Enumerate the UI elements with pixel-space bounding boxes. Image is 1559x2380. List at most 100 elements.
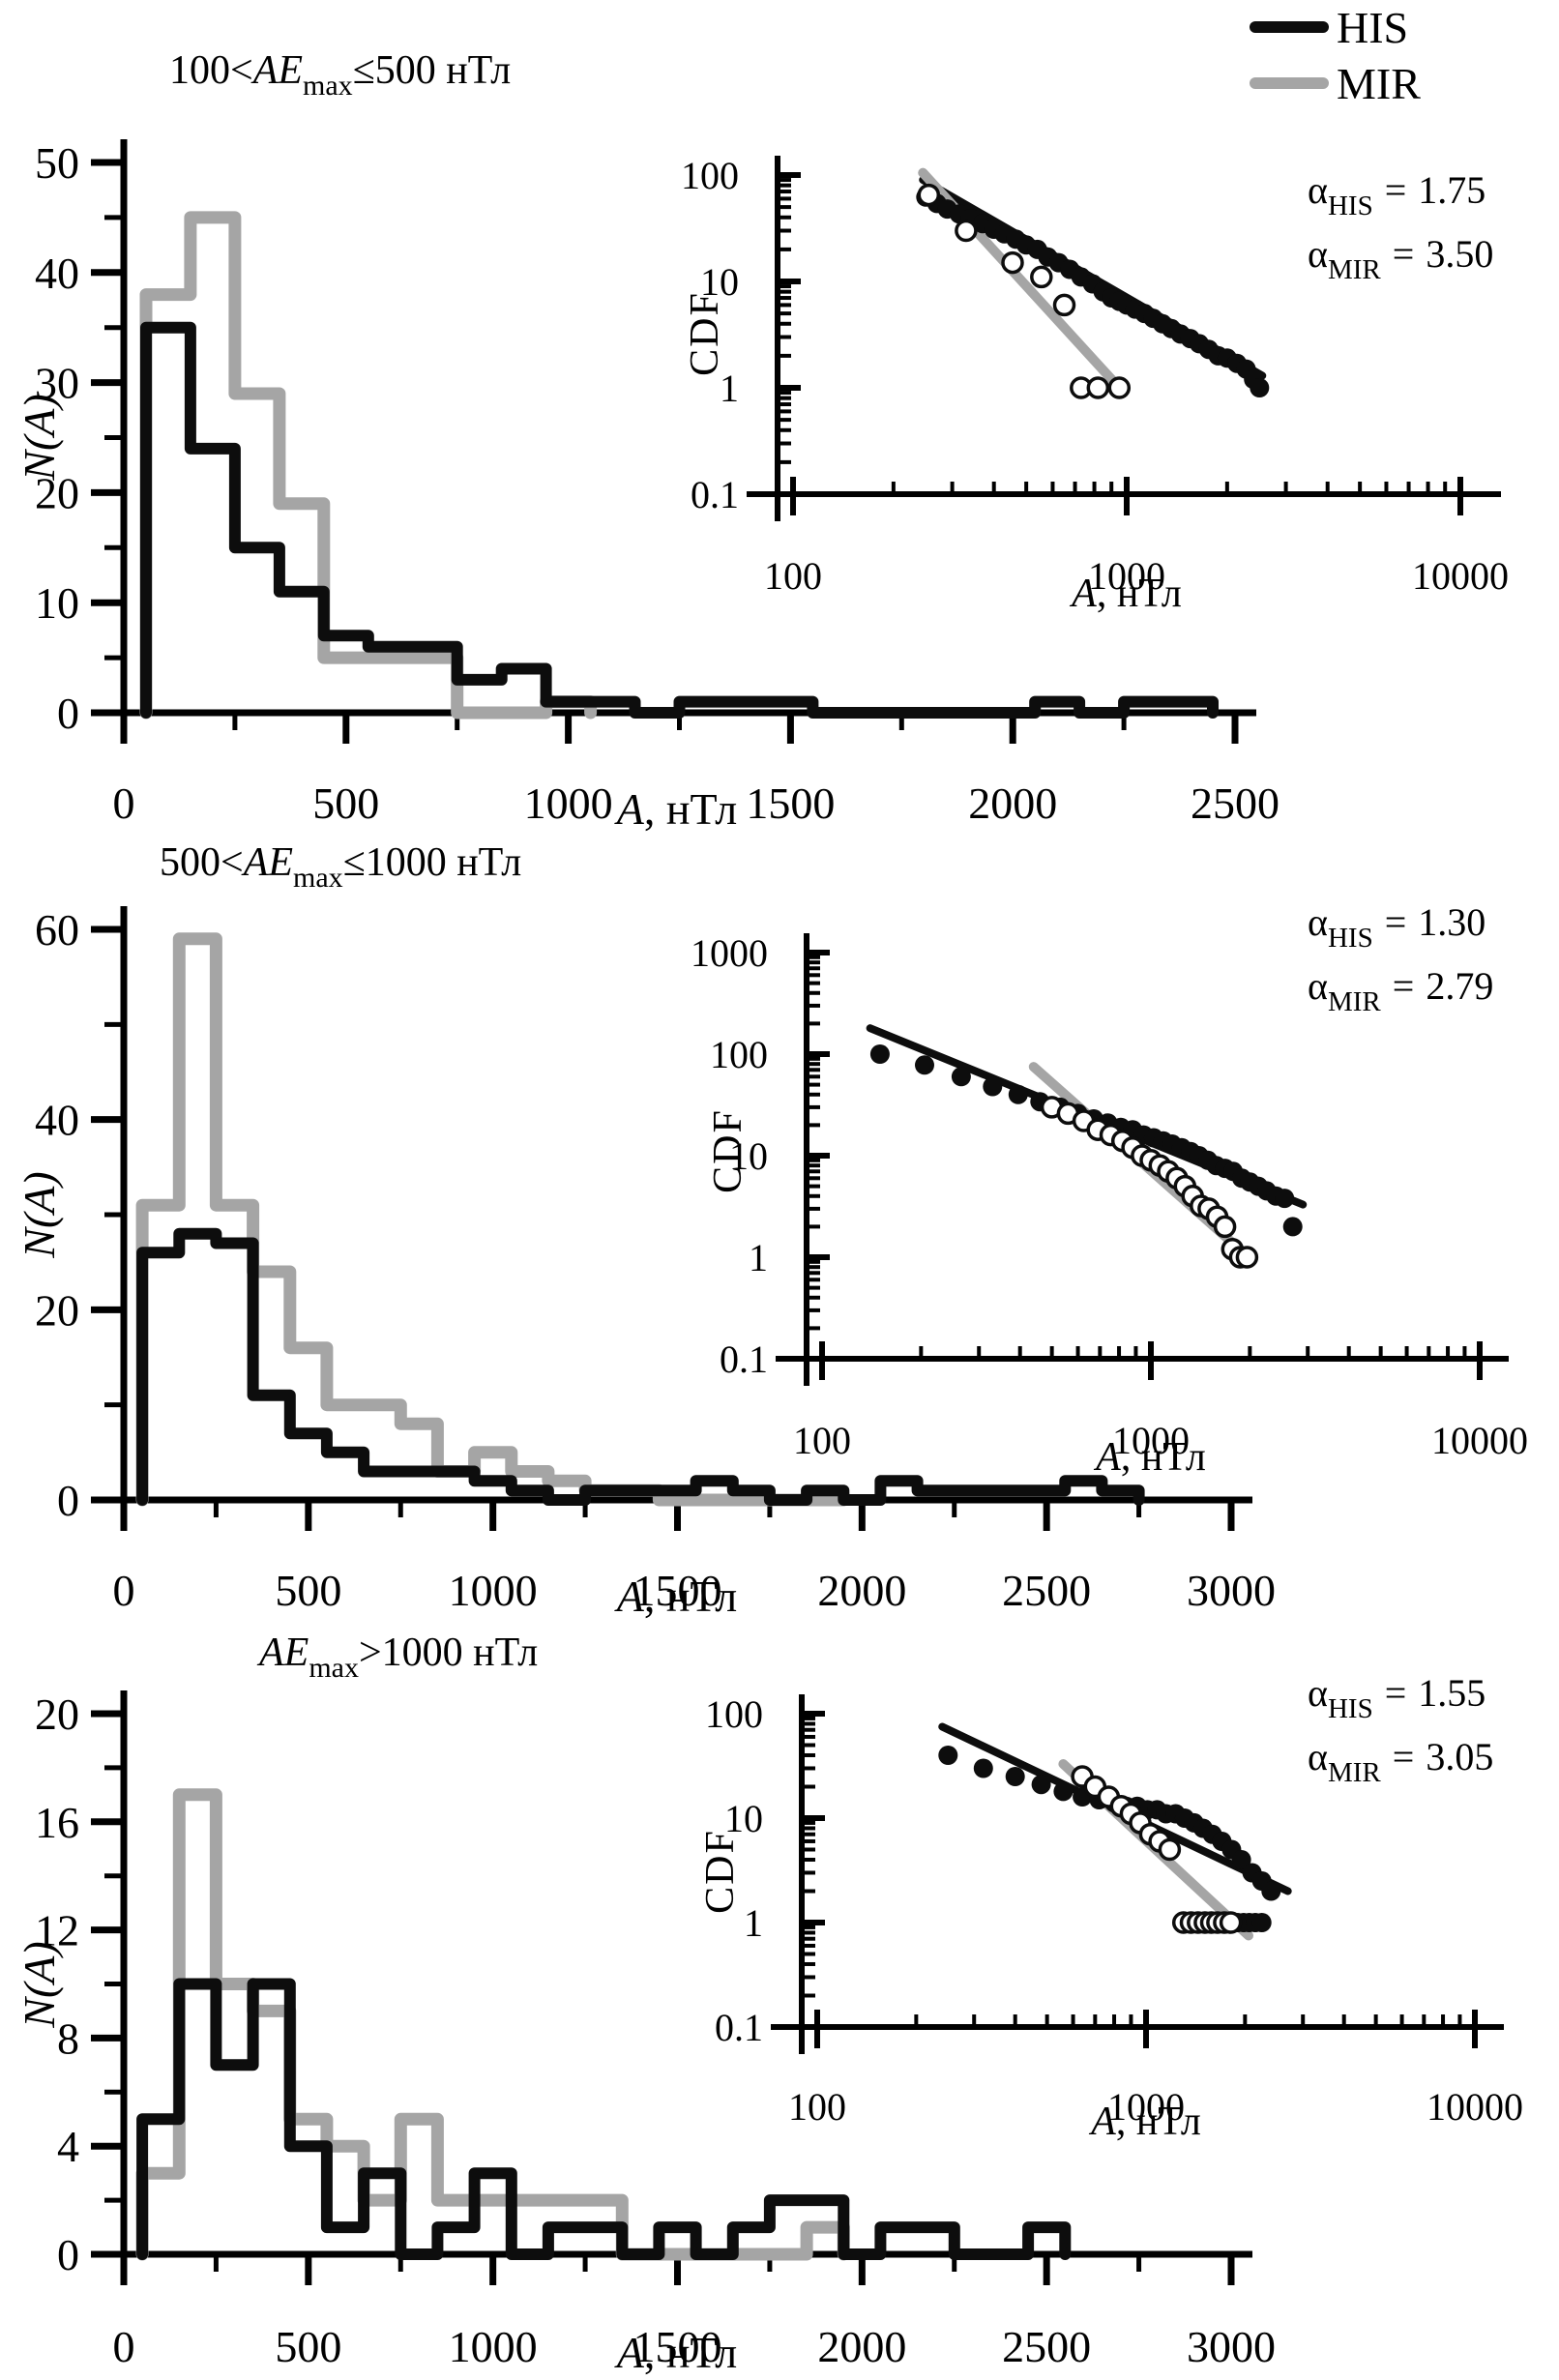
y-tick-label: 60 xyxy=(35,905,79,955)
inset-y-axis-label: CDF xyxy=(683,291,727,376)
main-axes: 0 20 40 60 0 500 1000 1500 2000 2500 3000 xyxy=(35,905,1276,1615)
inset-x-tick-label: 100 xyxy=(793,1419,851,1462)
y-tick-label: 8 xyxy=(57,2013,79,2063)
mir-data-point xyxy=(955,219,978,243)
legend-label: MIR xyxy=(1337,59,1421,108)
inset-axes: 0.1 1 10 100 1000 100 1000 10000 xyxy=(691,931,1528,1462)
his-data-point xyxy=(951,1067,971,1087)
alpha-his-annotation: αHIS = 1.55 xyxy=(1308,1671,1485,1724)
mir-data-point xyxy=(1213,1215,1237,1239)
his-data-point xyxy=(973,1758,993,1778)
inset-y-tick-label: 10 xyxy=(729,1134,768,1178)
inset-x-tick-label: 100 xyxy=(788,2085,846,2129)
y-tick-label: 12 xyxy=(35,1906,79,1955)
x-tick-label: 2000 xyxy=(817,2322,906,2371)
his-histogram xyxy=(136,1978,1072,2260)
hist-y-axis-label: N(A) xyxy=(15,394,64,481)
y-tick-label: 4 xyxy=(57,2122,79,2171)
y-tick-label: 30 xyxy=(35,359,79,408)
mir-scatter-points xyxy=(917,183,1132,399)
hist-x-axis-label: A, нТл xyxy=(614,784,738,834)
alpha-his-annotation: αHIS = 1.75 xyxy=(1308,168,1485,221)
inset-x-axis-label: A, нТл xyxy=(1088,2100,1201,2144)
his-scatter-points xyxy=(938,1746,1281,1932)
x-tick-label: 1000 xyxy=(449,1566,538,1615)
mir-data-point xyxy=(1052,293,1076,317)
x-tick-label: 1000 xyxy=(449,2322,538,2371)
his-data-point xyxy=(1031,1775,1051,1795)
legend-label: HIS xyxy=(1337,3,1408,52)
mir-data-point xyxy=(1086,376,1110,399)
alpha-his-annotation: αHIS = 1.30 xyxy=(1308,900,1485,954)
mir-scatter-points xyxy=(1071,1765,1243,1934)
inset-y-tick-label: 1 xyxy=(720,367,739,410)
his-histogram xyxy=(140,321,1219,719)
his-data-point xyxy=(1008,1084,1028,1104)
x-tick-label: 1000 xyxy=(524,779,613,828)
inset-y-tick-label: 0.1 xyxy=(720,1337,768,1381)
inset-y-tick-label: 100 xyxy=(710,1033,768,1076)
x-tick-label: 2000 xyxy=(817,1566,906,1615)
hist-x-axis-label: A, нТл xyxy=(614,1572,738,1621)
inset-y-tick-label: 0.1 xyxy=(715,2006,763,2049)
mir-data-point xyxy=(917,183,941,207)
his-data-point xyxy=(1251,1913,1272,1932)
alpha-mir-annotation: αMIR = 3.05 xyxy=(1308,1735,1493,1788)
x-tick-label: 1500 xyxy=(746,779,835,828)
inset-y-tick-label: 10 xyxy=(724,1797,763,1840)
his-scatter-points xyxy=(916,187,1270,397)
y-tick-label: 20 xyxy=(35,1690,79,1739)
inset-x-tick-label: 1000 xyxy=(1088,554,1165,598)
x-tick-label: 2000 xyxy=(968,779,1057,828)
x-tick-label: 2500 xyxy=(1002,2322,1091,2371)
x-tick-label: 3000 xyxy=(1187,2322,1276,2371)
panel-title: 500<AEmax≤1000 нТл xyxy=(160,840,521,894)
y-tick-label: 40 xyxy=(35,1096,79,1145)
x-tick-label: 500 xyxy=(275,2322,341,2371)
inset-y-tick-label: 10 xyxy=(700,260,739,304)
mir-histogram xyxy=(135,932,850,1507)
inset-y-tick-label: 1 xyxy=(749,1236,768,1279)
inset-y-axis-label: CDF xyxy=(706,1108,750,1193)
y-tick-label: 20 xyxy=(35,468,79,517)
x-tick-label: 500 xyxy=(275,1566,341,1615)
mir-histogram xyxy=(139,211,598,720)
x-tick-label: 3000 xyxy=(1187,1566,1276,1615)
x-tick-label: 0 xyxy=(113,779,135,828)
inset-x-tick-label: 1000 xyxy=(1112,1419,1190,1462)
inset-y-axis-label: CDF xyxy=(698,1829,743,1914)
inset-x-tick-label: 100 xyxy=(764,554,822,598)
mir-data-point xyxy=(1030,265,1053,289)
y-tick-label: 40 xyxy=(35,249,79,298)
y-tick-label: 0 xyxy=(57,1476,79,1525)
inset-x-tick-label: 10000 xyxy=(1427,2085,1523,2129)
inset-x-tick-label: 1000 xyxy=(1107,2085,1185,2129)
mir-data-point xyxy=(1235,1246,1259,1269)
alpha-mir-annotation: αMIR = 2.79 xyxy=(1308,964,1493,1017)
mir-data-point xyxy=(1158,1837,1182,1862)
his-data-point xyxy=(869,1044,890,1064)
mir-data-point xyxy=(1219,1911,1243,1934)
inset-axes: 0.1 1 10 100 100 1000 10000 xyxy=(681,154,1509,598)
his-scatter-points xyxy=(869,1044,1303,1237)
his-data-point xyxy=(1282,1217,1303,1237)
his-data-point xyxy=(938,1746,958,1765)
inset-y-tick-label: 100 xyxy=(705,1692,763,1736)
x-tick-label: 0 xyxy=(113,1566,135,1615)
x-tick-label: 1500 xyxy=(633,1566,722,1615)
y-tick-label: 10 xyxy=(35,578,79,628)
mir-data-point xyxy=(1107,376,1132,399)
his-data-point xyxy=(1261,1881,1281,1901)
his-data-point xyxy=(1250,378,1270,397)
panel-title: 100<AEmax≤500 нТл xyxy=(169,48,511,102)
his-data-point xyxy=(1275,1189,1295,1209)
hist-y-axis-label: N(A) xyxy=(15,1941,64,2028)
his-histogram xyxy=(136,1227,1145,1506)
panel-title: AEmax>1000 нТл xyxy=(256,1631,538,1684)
his-data-point xyxy=(1053,1781,1074,1802)
inset-x-tick-label: 10000 xyxy=(1412,554,1509,598)
legend: HIS MIR xyxy=(1250,3,1421,108)
